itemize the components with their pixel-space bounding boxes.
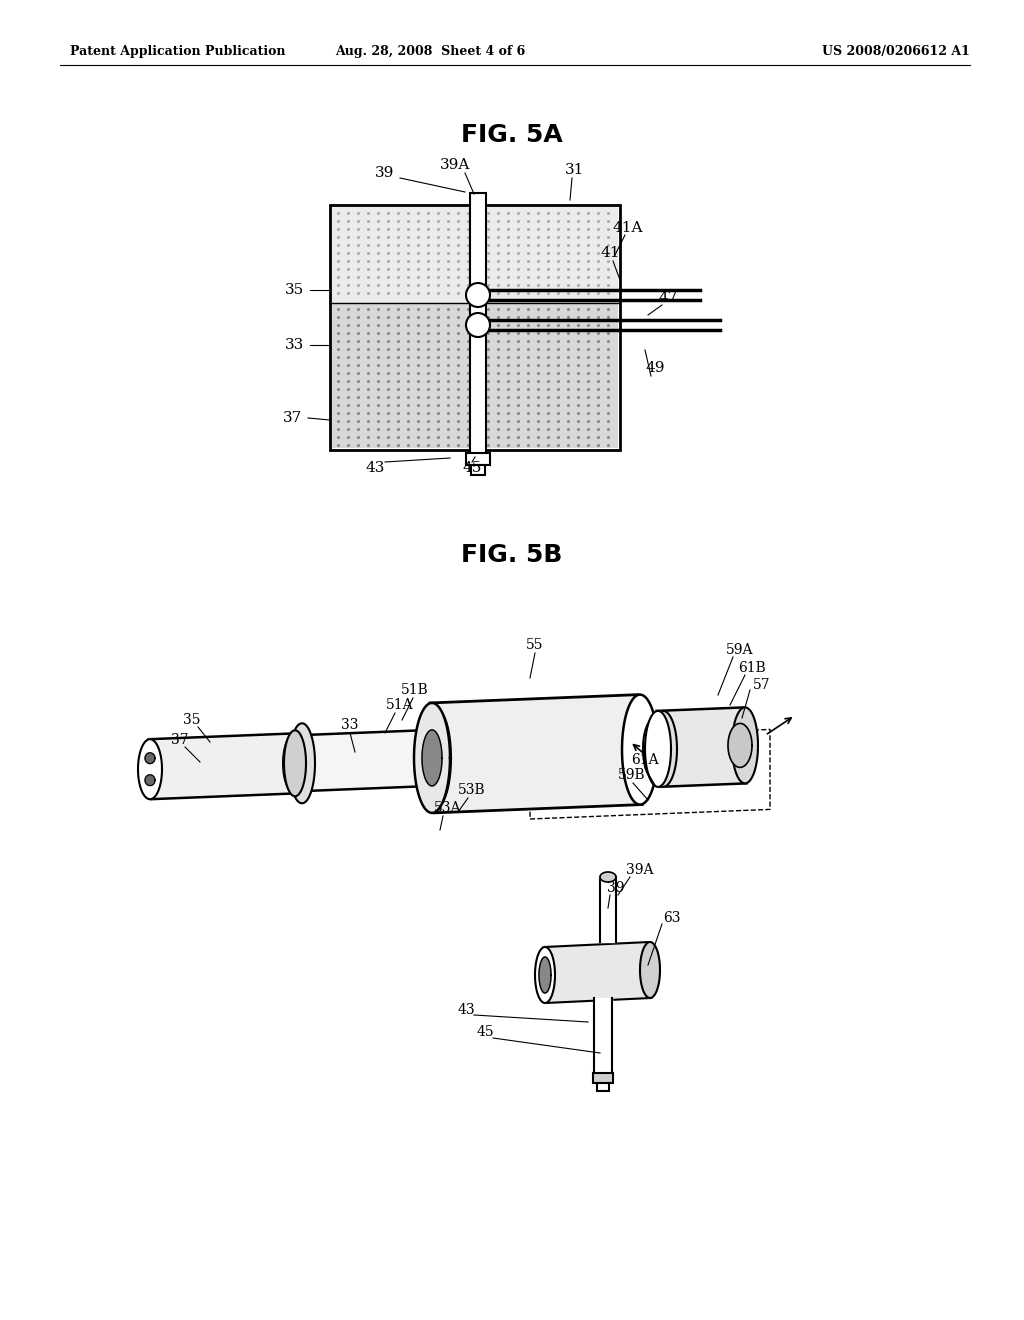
Text: 39: 39 xyxy=(376,166,394,180)
Polygon shape xyxy=(622,694,658,805)
Text: 35: 35 xyxy=(183,713,201,727)
Text: 47: 47 xyxy=(658,290,678,305)
Bar xyxy=(330,205,620,450)
Text: 43: 43 xyxy=(457,1003,475,1016)
Text: 49: 49 xyxy=(645,360,665,375)
Text: 57: 57 xyxy=(754,678,771,692)
Polygon shape xyxy=(544,942,651,1003)
Circle shape xyxy=(466,282,490,308)
Text: 39: 39 xyxy=(607,880,625,895)
Polygon shape xyxy=(416,718,440,797)
Text: US 2008/0206612 A1: US 2008/0206612 A1 xyxy=(822,45,970,58)
Text: 61A: 61A xyxy=(631,752,658,767)
Polygon shape xyxy=(539,957,551,993)
Text: 63: 63 xyxy=(664,911,681,925)
Text: 33: 33 xyxy=(341,718,358,733)
Polygon shape xyxy=(414,704,450,813)
Polygon shape xyxy=(145,752,155,763)
Polygon shape xyxy=(148,734,296,799)
Text: Aug. 28, 2008  Sheet 4 of 6: Aug. 28, 2008 Sheet 4 of 6 xyxy=(335,45,525,58)
Bar xyxy=(597,1082,609,1092)
Text: 33: 33 xyxy=(286,338,304,352)
Text: 53B: 53B xyxy=(458,783,485,797)
Text: 43: 43 xyxy=(366,461,385,475)
Text: 53A: 53A xyxy=(434,801,462,814)
Bar xyxy=(593,1073,613,1082)
Polygon shape xyxy=(422,730,442,785)
Text: 61B: 61B xyxy=(738,661,766,675)
Polygon shape xyxy=(138,739,162,799)
Text: FIG. 5B: FIG. 5B xyxy=(462,543,562,568)
Text: 39A: 39A xyxy=(440,158,470,172)
Text: 51A: 51A xyxy=(386,698,414,711)
Text: 59A: 59A xyxy=(726,643,754,657)
Bar xyxy=(466,453,490,465)
Text: 31: 31 xyxy=(565,162,585,177)
Polygon shape xyxy=(732,708,758,783)
Polygon shape xyxy=(600,876,616,942)
Polygon shape xyxy=(649,711,677,787)
Polygon shape xyxy=(728,723,752,767)
Polygon shape xyxy=(645,711,671,787)
Polygon shape xyxy=(423,710,451,807)
Polygon shape xyxy=(535,946,555,1003)
Polygon shape xyxy=(289,723,315,804)
Polygon shape xyxy=(640,942,660,998)
Text: 41: 41 xyxy=(600,246,620,260)
Bar xyxy=(332,304,618,447)
Polygon shape xyxy=(643,719,665,779)
Polygon shape xyxy=(297,730,431,791)
Text: 55: 55 xyxy=(526,638,544,652)
Polygon shape xyxy=(430,694,642,813)
Text: 45: 45 xyxy=(476,1026,494,1039)
Text: 37: 37 xyxy=(284,411,303,425)
Text: 35: 35 xyxy=(286,282,304,297)
Circle shape xyxy=(466,313,490,337)
Text: 41A: 41A xyxy=(612,220,643,235)
Bar xyxy=(471,465,485,475)
Polygon shape xyxy=(283,734,307,793)
Polygon shape xyxy=(600,873,616,882)
Text: 59B: 59B xyxy=(618,768,646,781)
Bar xyxy=(470,193,486,465)
Text: 51B: 51B xyxy=(401,682,429,697)
Text: 37: 37 xyxy=(171,733,188,747)
Polygon shape xyxy=(145,775,155,785)
Text: Patent Application Publication: Patent Application Publication xyxy=(70,45,286,58)
Text: 45: 45 xyxy=(462,461,481,475)
Text: 39A: 39A xyxy=(627,863,653,876)
Bar xyxy=(332,207,618,304)
Polygon shape xyxy=(656,708,746,787)
Text: FIG. 5A: FIG. 5A xyxy=(461,123,563,147)
Polygon shape xyxy=(594,998,612,1073)
Polygon shape xyxy=(284,730,306,796)
